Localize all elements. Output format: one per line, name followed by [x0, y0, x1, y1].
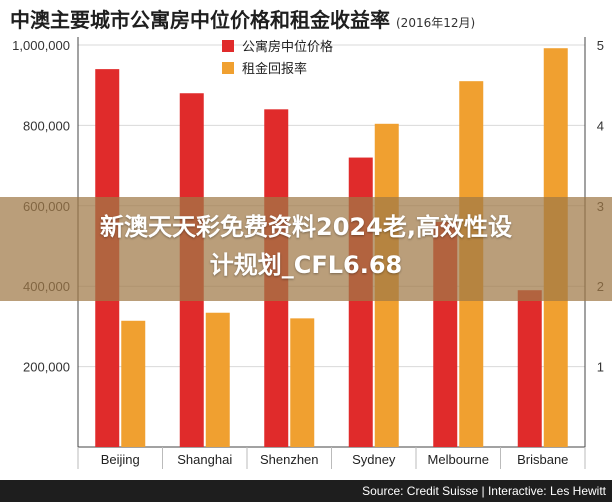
x-tick-label: Shanghai [177, 452, 232, 467]
chart-title-text: 中澳主要城市公寓房中位价格和租金收益率 [10, 8, 390, 32]
overlay-line-2: 计规划_CFL6.68 [209, 251, 403, 279]
y-right-tick-label: 5 [597, 38, 604, 53]
x-tick-label: Beijing [101, 452, 140, 467]
y-right-tick-label: 4 [597, 118, 604, 133]
legend-swatch-yield [222, 62, 234, 74]
overlay-line-1: 新澳天天彩免费资料2024老,高效性设 [100, 213, 512, 241]
legend-swatch-price [222, 40, 234, 52]
y-left-tick-label: 1,000,000 [12, 38, 70, 53]
x-tick-label: Melbourne [428, 452, 489, 467]
x-tick-label: Sydney [352, 452, 396, 467]
legend-label-yield: 租金回报率 [242, 61, 307, 77]
overlay-text: 新澳天天彩免费资料2024老,高效性设 计规划_CFL6.68 [0, 208, 612, 284]
y-right-tick-label: 1 [597, 360, 604, 375]
bar-yield-shenzhen [290, 318, 315, 447]
bar-price-brisbane [517, 290, 542, 447]
source-footer: Source: Credit Suisse | Interactive: Les… [0, 480, 612, 502]
overlay-banner [0, 197, 612, 301]
y-left-tick-label: 800,000 [23, 118, 70, 133]
bar-yield-shanghai [205, 312, 230, 447]
source-text: Source: Credit Suisse | Interactive: Les… [362, 484, 606, 498]
chart-title: 中澳主要城市公寓房中位价格和租金收益率 (2016年12月) [10, 4, 475, 33]
x-tick-label: Shenzhen [260, 452, 319, 467]
legend-label-price: 公寓房中位价格 [242, 39, 333, 55]
chart-title-date: (2016年12月) [396, 16, 476, 30]
x-tick-label: Brisbane [517, 452, 568, 467]
y-left-tick-label: 200,000 [23, 360, 70, 375]
bar-yield-beijing [121, 320, 146, 447]
